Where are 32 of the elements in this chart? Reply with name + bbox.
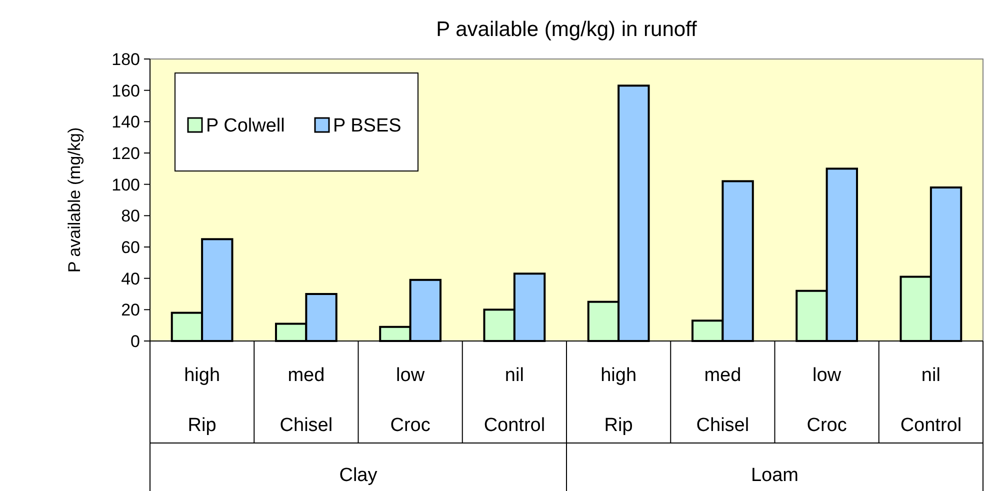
text: Croc: [390, 415, 430, 436]
legend-label: P Colwell: [206, 116, 285, 137]
y-tick-label: 40: [121, 269, 140, 288]
y-tick-label: 180: [112, 50, 140, 69]
text: Control: [900, 415, 962, 436]
x-tick-label: nil: [921, 365, 940, 386]
text: Clay: [339, 465, 378, 486]
x-tick-label: nil: [504, 365, 524, 386]
y-axis-title: P available (mg/kg): [65, 127, 84, 273]
y-tick-label: 80: [121, 206, 140, 226]
text: Rip: [188, 415, 216, 436]
text: Control: [484, 415, 546, 436]
text: Rip: [604, 415, 633, 436]
y-tick-label: 100: [112, 175, 140, 194]
y-tick-label: 60: [121, 238, 140, 257]
x-tick-label: low: [396, 365, 425, 386]
text: Chisel: [696, 415, 750, 436]
x-tick-label: high: [600, 365, 637, 386]
x-tick-label: high: [184, 365, 220, 386]
y-tick-label: 140: [112, 112, 140, 132]
x-tick-label: low: [812, 365, 842, 386]
text: Loam: [750, 465, 799, 486]
y-tick-label: 160: [112, 81, 140, 100]
chart-title: P available (mg/kg) in runoff: [436, 18, 698, 41]
y-tick-label: 20: [121, 300, 140, 320]
y-tick-label: 120: [112, 144, 140, 163]
x-tick-label: med: [704, 365, 742, 386]
text: Chisel: [280, 415, 333, 436]
y-tick-label: 0: [130, 332, 140, 351]
legend-label: P BSES: [333, 116, 402, 137]
x-tick-label: med: [288, 365, 325, 386]
text: Croc: [806, 415, 847, 436]
